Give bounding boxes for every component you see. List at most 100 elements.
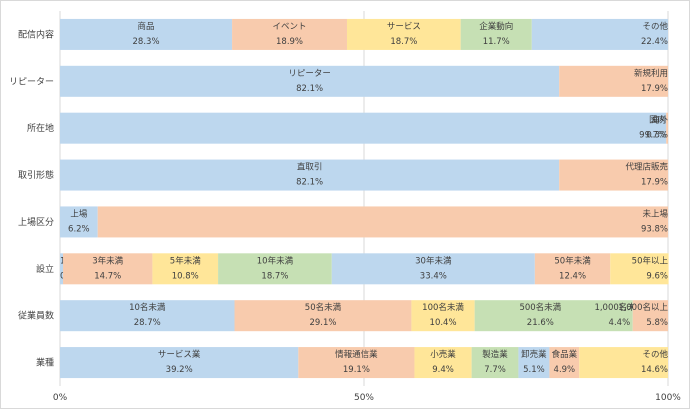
row-label: 設立	[36, 263, 54, 275]
segment-name-label: 未上場	[642, 208, 668, 219]
segment-value-label: 93.8%	[641, 224, 668, 234]
segment-value-label: 17.9%	[641, 84, 668, 94]
bar-segment	[610, 253, 669, 285]
bar-segment	[60, 253, 64, 285]
segment-value-label: 10.4%	[430, 318, 457, 328]
segment-value-label: 6.2%	[68, 224, 90, 234]
segment-name-label: イベント	[273, 22, 307, 32]
segment-name-label: 50名未満	[305, 302, 342, 313]
bar-segment	[579, 347, 668, 379]
bar-segment	[559, 65, 668, 97]
segment-name-label: 500名未満	[519, 302, 561, 313]
segment-name-label: 50年未満	[554, 255, 591, 266]
row-label: リピーター	[9, 76, 54, 87]
bar-segment	[60, 159, 560, 191]
segment-name-label: 直取引	[297, 162, 323, 173]
bar-segment	[474, 300, 606, 332]
segment-name-label: 企業動向	[479, 21, 513, 32]
segment-value-label: 0.3%	[646, 131, 668, 141]
segment-value-label: 28.3%	[133, 37, 160, 47]
segment-name-label: 10名未満	[129, 302, 166, 313]
bar-segment	[666, 112, 668, 144]
segment-name-label: 5年未満	[170, 255, 201, 266]
bar-segment	[63, 253, 153, 285]
segment-value-label: 21.6%	[527, 318, 554, 328]
segment-value-label: 9.4%	[432, 365, 454, 375]
segment-name-label: 100名未満	[422, 302, 464, 313]
segment-value-label: 9.6%	[646, 271, 668, 281]
bar-segment	[60, 300, 235, 332]
segment-value-label: 39.2%	[166, 365, 193, 375]
segment-value-label: 29.1%	[309, 318, 336, 328]
segment-name-label: その他	[642, 349, 668, 360]
segment-name-label: 50年以上	[632, 255, 669, 266]
segment-value-label: 14.6%	[641, 365, 668, 375]
bar-segment	[60, 65, 560, 97]
bar-segment	[152, 253, 219, 285]
segment-name-label: 情報通信業	[335, 349, 378, 360]
segment-name-label: 1,000名未満	[594, 302, 644, 313]
segment-name-label: 小売業	[430, 349, 456, 360]
segment-value-label: 28.7%	[134, 318, 161, 328]
bar-segment	[534, 253, 611, 285]
segment-value-label: 17.9%	[641, 178, 668, 188]
bar-segment	[234, 300, 412, 332]
bar-segment	[549, 347, 580, 379]
segment-name-label: 1,000名以上	[618, 302, 668, 313]
bar-segment	[232, 18, 347, 50]
row-label: 取引形態	[18, 169, 54, 181]
segment-value-label: 4.9%	[554, 365, 576, 375]
bar-segment	[605, 300, 633, 332]
segment-value-label: 33.4%	[420, 271, 447, 281]
bar-segment	[97, 206, 669, 238]
bar-segment	[60, 18, 233, 50]
segment-value-label: 5.1%	[523, 365, 545, 375]
segment-name-label: 製造業	[482, 349, 508, 360]
segment-value-label: 7.7%	[484, 365, 506, 375]
x-tick-label: 100%	[655, 393, 681, 403]
x-tick-label: 0%	[53, 393, 68, 403]
segment-value-label: 18.7%	[261, 271, 288, 281]
segment-name-label: リピーター	[288, 69, 331, 79]
bar-segment	[60, 347, 299, 379]
segment-value-label: 5.8%	[646, 318, 668, 328]
bar-segment	[518, 347, 550, 379]
segment-name-label: 商品	[138, 21, 155, 32]
segment-value-label: 4.4%	[609, 318, 631, 328]
segment-value-label: 22.4%	[641, 37, 668, 47]
segment-value-label: 18.7%	[390, 37, 417, 47]
segment-name-label: 海外	[651, 115, 669, 126]
row-label: 従業員数	[18, 310, 54, 322]
segment-value-label: 19.1%	[343, 365, 370, 375]
segment-value-label: 82.1%	[296, 178, 323, 188]
row-label: 上場区分	[18, 216, 54, 228]
bar-segment	[559, 159, 668, 191]
segment-value-label: 14.7%	[94, 271, 121, 281]
segment-name-label: 10年未満	[257, 255, 294, 266]
bar-segment	[331, 253, 535, 285]
segment-value-label: 12.4%	[559, 271, 586, 281]
segment-name-label: 国内	[649, 115, 666, 126]
segment-value-label: 99.7%	[639, 131, 666, 141]
segment-value-label: 18.9%	[276, 37, 303, 47]
segment-name-label: 上場	[70, 208, 88, 219]
segment-name-label: 代理店販売	[625, 162, 668, 173]
x-tick-label: 50%	[354, 393, 374, 403]
bar-segment	[60, 112, 667, 144]
segment-value-label: 82.1%	[296, 84, 323, 94]
segment-name-label: その他	[642, 21, 668, 32]
bar-segment	[471, 347, 519, 379]
bar-segment	[632, 300, 668, 332]
segment-value-label: 11.7%	[483, 37, 510, 47]
segment-name-label: サービス	[387, 22, 421, 32]
bar-segment	[414, 347, 472, 379]
bar-segment	[531, 18, 668, 50]
bar-segment	[298, 347, 415, 379]
segment-name-label: 30年未満	[415, 255, 452, 266]
row-label: 所在地	[27, 122, 54, 134]
segment-name-label: 3年未満	[92, 255, 123, 266]
bar-segment	[60, 206, 98, 238]
segment-value-label: 10.8%	[172, 271, 199, 281]
